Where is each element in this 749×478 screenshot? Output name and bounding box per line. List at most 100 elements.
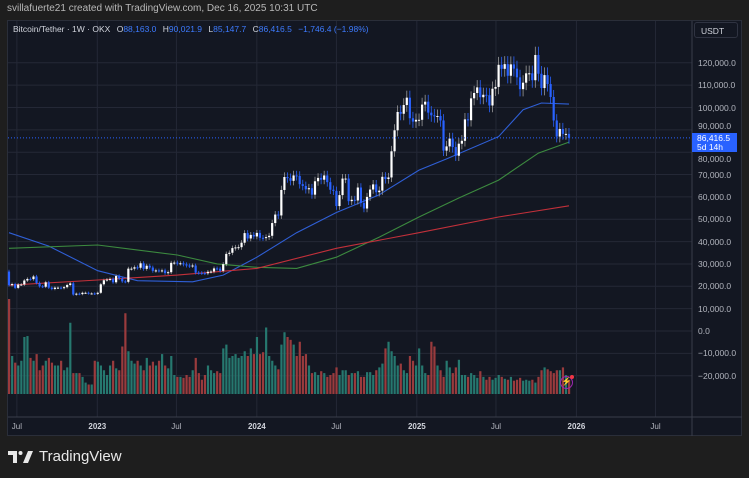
volume-bar: [344, 370, 347, 394]
volume-bar: [314, 372, 317, 394]
volume-bar: [390, 351, 393, 394]
candle-body: [515, 68, 519, 78]
volume-bar: [549, 371, 552, 394]
time-axis-label: Jul: [331, 422, 342, 431]
candle-body: [170, 262, 173, 273]
volume-bar: [231, 356, 234, 394]
candle-body: [203, 273, 206, 275]
candle-body: [32, 276, 35, 280]
candle-body: [307, 188, 310, 190]
candle-body: [525, 73, 528, 83]
volume-bar: [347, 375, 350, 394]
candle-body: [59, 287, 63, 289]
candle-body: [53, 287, 56, 289]
volume-bar: [307, 365, 311, 394]
candle-body: [231, 248, 234, 253]
volume-bar: [274, 365, 277, 394]
candle-body: [375, 184, 378, 193]
volume-bar: [280, 344, 283, 394]
volume-bar: [261, 352, 265, 394]
candle-body: [154, 270, 157, 272]
volume-bar: [558, 370, 561, 394]
volume-bar: [66, 367, 69, 394]
symbol-label[interactable]: Bitcoin/Tether · 1W · OKX: [13, 24, 111, 34]
candle-body: [365, 196, 369, 209]
change-value: −1,746.4 (−1.98%): [298, 24, 369, 34]
volume-bar: [283, 332, 286, 394]
lightning-icon[interactable]: ⚡: [560, 375, 574, 389]
candle-body: [402, 105, 405, 114]
candle-body: [350, 199, 353, 202]
price-axis-label: 70,000.0: [698, 169, 732, 180]
volume-bar: [408, 356, 412, 394]
volume-bar: [470, 373, 473, 394]
high-value: 90,021.9: [168, 24, 203, 34]
candle-body: [466, 119, 470, 121]
volume-bar: [157, 360, 161, 394]
candle-body: [543, 75, 546, 89]
candle-body: [271, 223, 274, 236]
currency-button[interactable]: USDT: [694, 22, 738, 38]
volume-bar: [26, 336, 29, 394]
candle-body: [286, 177, 289, 179]
candle-body: [424, 101, 427, 105]
candle-body: [38, 282, 41, 287]
volume-bar: [497, 375, 500, 394]
volume-bar: [237, 357, 240, 394]
candle-body: [552, 96, 555, 121]
time-axis-label: Jul: [490, 422, 502, 431]
candle-body: [29, 278, 32, 280]
volume-bar: [476, 377, 479, 394]
tradingview-logo: TradingView: [8, 448, 122, 465]
candle-body: [408, 97, 411, 119]
candle-body: [482, 94, 485, 98]
volume-bar: [304, 354, 308, 394]
volume-bar: [369, 372, 372, 394]
candle-body: [341, 178, 344, 196]
volume-bar: [454, 367, 457, 394]
candle-body: [14, 284, 17, 288]
candle-body: [460, 140, 463, 144]
candle-body: [111, 278, 115, 283]
candle-body: [249, 234, 252, 239]
volume-bar: [329, 375, 332, 394]
candle-body: [176, 262, 179, 264]
volume-bar: [271, 360, 274, 394]
price-axis-label: 20,000.0: [698, 281, 732, 292]
volume-bar: [301, 356, 304, 394]
volume-bar: [167, 368, 170, 394]
time-axis-label: 2025: [407, 422, 426, 431]
candle-body: [44, 282, 47, 287]
price-axis-label: 60,000.0: [698, 191, 732, 202]
high-label: H: [162, 24, 169, 34]
price-axis-label: −20,000.0: [698, 370, 737, 381]
candle-body: [356, 187, 359, 201]
volume-bar: [136, 360, 139, 394]
volume-bar: [148, 365, 151, 394]
candle-body: [283, 177, 286, 190]
volume-bar: [421, 365, 424, 394]
candle-body: [335, 190, 338, 207]
candle-body: [237, 247, 240, 249]
candle-body: [93, 293, 96, 295]
volume-bar: [17, 365, 20, 394]
candle-body: [500, 64, 503, 69]
volume-bar: [35, 354, 38, 394]
candle-body: [445, 146, 448, 151]
candle-body: [497, 64, 500, 87]
volume-bar: [63, 370, 66, 394]
last-price-value: 86,416.5: [697, 133, 731, 143]
volume-bar: [99, 365, 102, 394]
volume-bar: [433, 346, 436, 394]
time-axis-label: Jul: [11, 422, 22, 431]
moving-average-line-ma-fast: [8, 102, 570, 283]
candle-body: [121, 278, 124, 282]
candle-body: [50, 287, 53, 289]
candle-body: [173, 262, 176, 264]
volume-bar: [105, 375, 109, 394]
volume-bar: [139, 365, 142, 394]
candle-body: [546, 75, 549, 85]
volume-bar: [341, 370, 344, 394]
volume-bar: [366, 372, 369, 394]
